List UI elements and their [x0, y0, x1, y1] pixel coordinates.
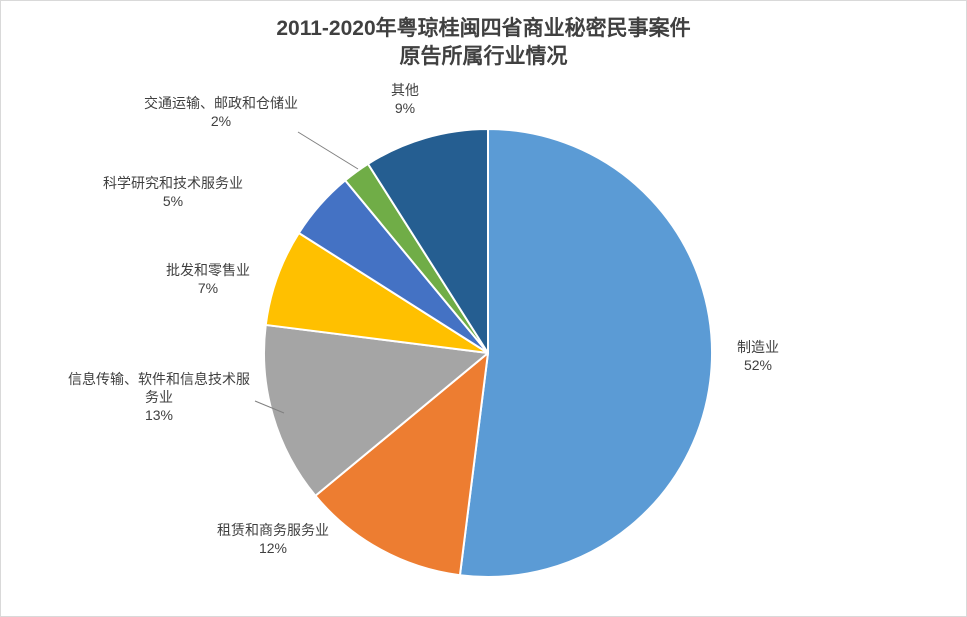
pie-slice-2	[314, 352, 489, 577]
pie-label-line: 交通运输、邮政和仓储业	[144, 95, 298, 111]
pie-label-6: 交通运输、邮政和仓储业 2%	[131, 94, 311, 130]
leader-line-1	[297, 131, 359, 170]
leader-line-2	[254, 400, 285, 414]
chart-title-line1: 2011-2020年粤琼桂闽四省商业秘密民事案件	[276, 17, 691, 40]
pie-label-line: 5%	[162, 193, 184, 209]
pie-label-line: 科学研究和技术服务业	[103, 175, 243, 191]
pie-label-line: 租赁和商务服务业	[217, 522, 329, 538]
pie-slice-3	[263, 323, 489, 497]
pie-label-line: 52%	[743, 357, 773, 373]
pie-slice-7	[366, 128, 489, 354]
pie-label-line: 2%	[210, 113, 232, 129]
pie-label-line: 其他	[391, 82, 419, 98]
chart-title-line2: 原告所属行业情况	[399, 45, 568, 68]
pie-label-line: 12%	[258, 540, 288, 556]
pie-label-3: 信息传输、软件和信息技术服 务业 13%	[59, 370, 259, 424]
pie-label-line: 信息传输、软件和信息技术服	[68, 371, 250, 387]
pie-label-1: 制造业 52%	[698, 338, 818, 374]
pie-label-line: 制造业	[737, 339, 779, 355]
pie-label-line: 批发和零售业	[166, 262, 250, 278]
pie-label-4: 批发和零售业 7%	[128, 261, 288, 297]
pie-label-line: 务业	[145, 389, 173, 405]
pie-label-line: 9%	[394, 100, 416, 116]
pie-label-7: 其他 9%	[355, 81, 455, 117]
pie-label-5: 科学研究和技术服务业 5%	[83, 174, 263, 210]
pie-label-2: 租赁和商务服务业 12%	[193, 521, 353, 557]
pie-slice-1	[458, 128, 713, 578]
pie-label-line: 7%	[197, 280, 219, 296]
chart-title: 2011-2020年粤琼桂闽四省商业秘密民事案件 原告所属行业情况	[1, 15, 966, 71]
pie-label-line: 13%	[144, 407, 174, 423]
